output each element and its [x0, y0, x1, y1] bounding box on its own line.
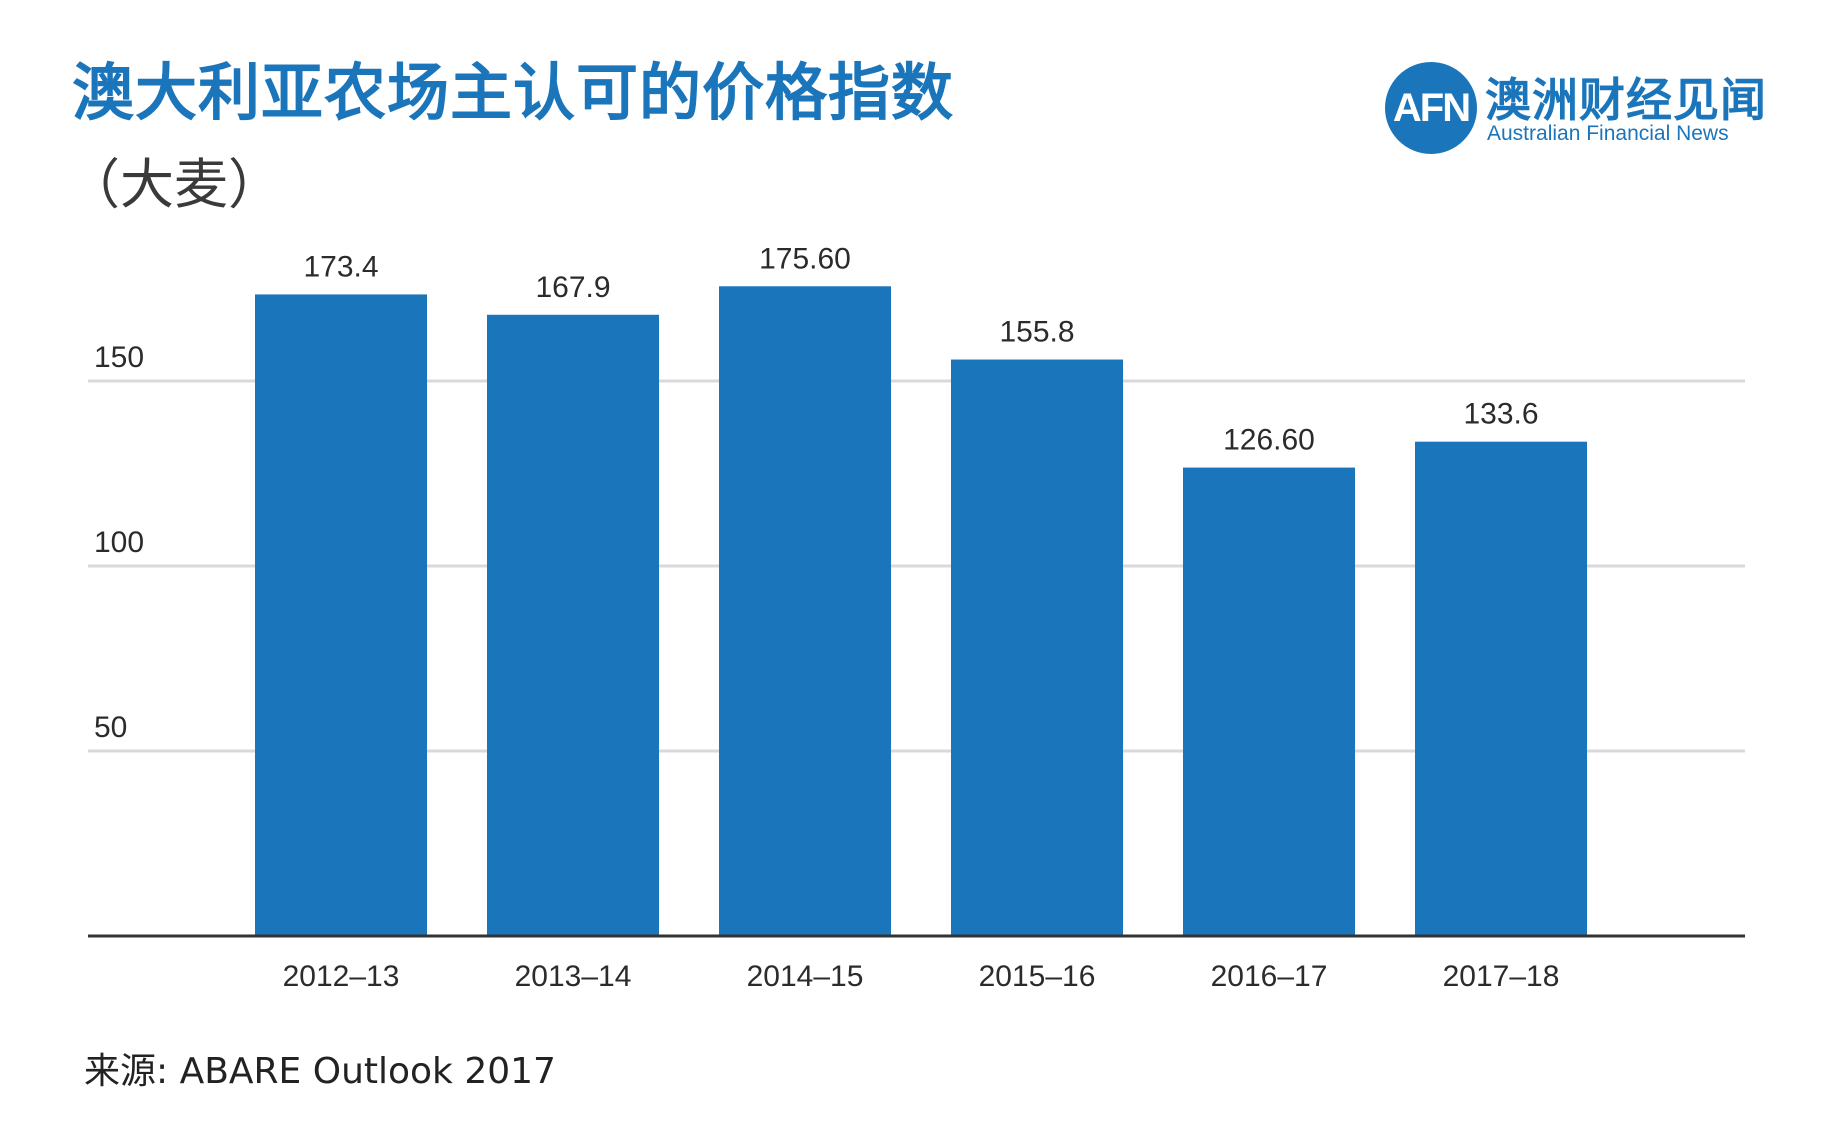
bar-value-label-1: 173.4 [303, 250, 378, 283]
afn-logo: AFN 澳洲财经见闻 Australian Financial News [1385, 62, 1805, 162]
bar-1 [255, 294, 427, 936]
bar-value-label-2: 167.9 [535, 271, 610, 304]
y-tick-label-150: 150 [94, 341, 144, 374]
bar-value-label-6: 133.6 [1463, 398, 1538, 431]
bar-value-label-5: 126.60 [1223, 424, 1315, 457]
x-tick-label-5: 2016–17 [1211, 960, 1328, 993]
logo-name-english: Australian Financial News [1487, 122, 1729, 145]
afn-logo-icon: AFN [1385, 62, 1477, 154]
bar-6 [1415, 441, 1587, 936]
x-tick-label-3: 2014–15 [747, 960, 864, 993]
chart-title: 澳大利亚农场主认可的价格指数 [72, 56, 955, 129]
bar-value-label-4: 155.8 [999, 316, 1074, 349]
y-tick-label-100: 100 [94, 526, 144, 559]
bar-3 [719, 286, 891, 936]
source-note: 来源: ABARE Outlook 2017 [84, 1051, 556, 1092]
logo-name-chinese: 澳洲财经见闻 [1485, 73, 1767, 127]
x-tick-label-6: 2017–18 [1443, 960, 1560, 993]
x-tick-label-1: 2012–13 [283, 960, 400, 993]
chart-subtitle: （大麦） [66, 153, 282, 216]
bar-value-label-3: 175.60 [759, 242, 851, 275]
y-tick-label-50: 50 [94, 711, 127, 744]
bar-5 [1183, 467, 1355, 936]
bar-4 [951, 359, 1123, 936]
x-tick-label-4: 2015–16 [979, 960, 1096, 993]
bar-2 [487, 314, 659, 936]
x-tick-label-2: 2013–14 [515, 960, 632, 993]
